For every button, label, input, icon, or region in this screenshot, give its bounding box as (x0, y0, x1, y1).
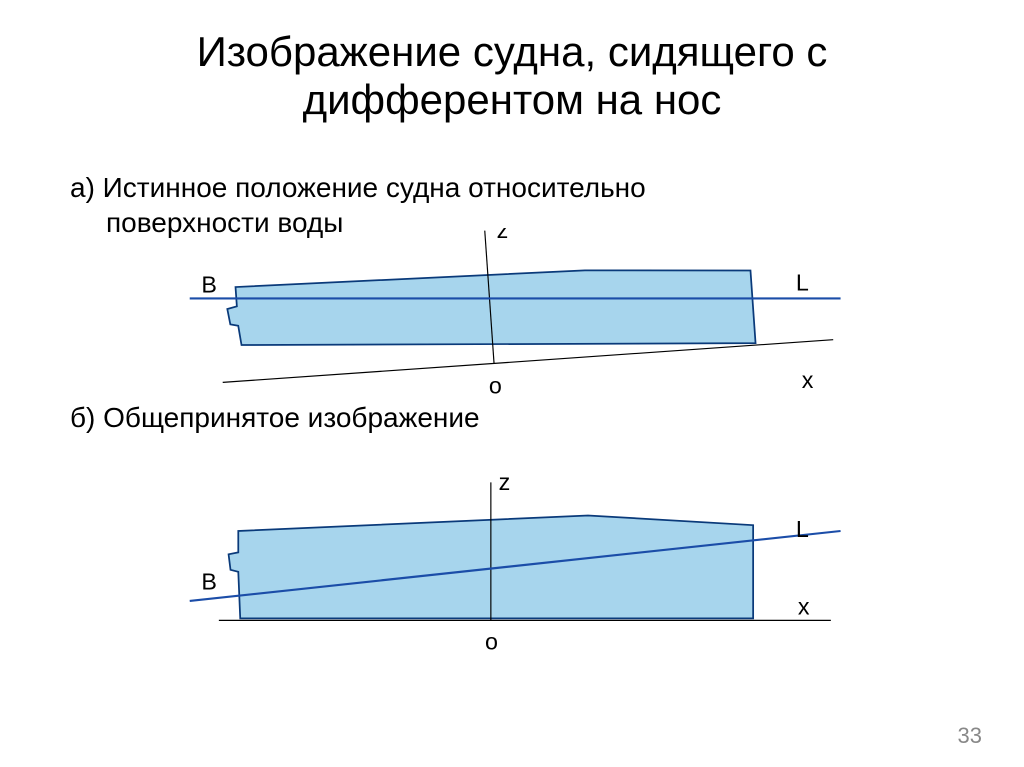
diagram-b: z о х В L (180, 460, 860, 670)
x-axis-a (223, 340, 834, 383)
label-L-a: L (796, 270, 809, 296)
label-L-b: L (796, 516, 809, 542)
label-z-a: z (497, 228, 509, 243)
subtitle-b-text: б) Общепринятое изображение (70, 402, 480, 433)
label-B-b: В (201, 568, 217, 594)
label-x-b: х (798, 594, 810, 620)
label-z-b: z (499, 469, 511, 495)
diagram-a: z о х В L (180, 228, 860, 398)
label-o-b: о (485, 629, 498, 655)
page-number: 33 (958, 723, 982, 749)
diagram-a-svg: z о х В L (180, 228, 860, 398)
diagram-b-svg: z о х В L (180, 460, 860, 670)
subtitle-b: б) Общепринятое изображение (70, 402, 480, 434)
title-line-1: Изображение судна, сидящего с (197, 28, 828, 75)
subtitle-a-line1: а) Истинное положение судна относительно (70, 172, 646, 203)
label-o-a: о (489, 373, 502, 398)
label-x-a: х (802, 367, 814, 393)
title-line-2: дифферентом на нос (303, 76, 722, 123)
label-B-a: В (201, 272, 217, 298)
slide-title: Изображение судна, сидящего с дифференто… (0, 0, 1024, 125)
